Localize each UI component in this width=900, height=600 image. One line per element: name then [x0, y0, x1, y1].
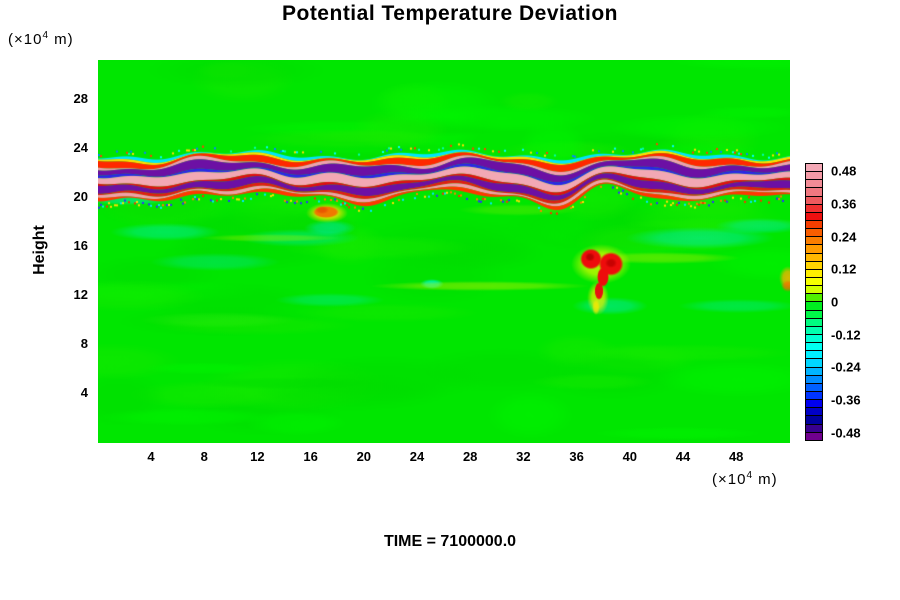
colorbar-tick-label: -0.12 [831, 327, 861, 343]
colorbar-tick-label: -0.36 [831, 392, 861, 408]
colorbar-cell [806, 301, 822, 310]
y-tick-label: 24 [73, 140, 88, 155]
colorbar-cell [806, 179, 822, 188]
x-tick-label: 36 [569, 449, 584, 464]
colorbar-cell [806, 244, 822, 253]
colorbar-cell [806, 350, 822, 359]
y-axis-unit-label: (×104 m) [8, 30, 74, 48]
colorbar-cell [806, 358, 822, 367]
y-tick-label: 12 [73, 287, 88, 302]
colorbar-cell [806, 407, 822, 416]
colorbar-tick-label: 0.24 [831, 229, 857, 245]
colorbar-cell [806, 219, 822, 229]
colorbar-cell [806, 333, 822, 343]
colorbar-tick-label: -0.24 [831, 359, 861, 375]
colorbar-cell [806, 431, 822, 440]
y-tick-label: 8 [80, 336, 88, 351]
colorbar-cell [806, 211, 822, 220]
x-tick-label: 16 [303, 449, 318, 464]
colorbar-cell [806, 366, 822, 375]
colorbar-cell [806, 276, 822, 286]
colorbar-cell [806, 252, 822, 261]
y-tick-label: 16 [73, 238, 88, 253]
x-tick-label: 40 [622, 449, 638, 464]
colorbar-cell [806, 390, 822, 400]
colorbar-cell [806, 374, 822, 383]
x-axis-unit-label: (×104 m) [712, 470, 778, 488]
x-tick-label: 32 [516, 449, 531, 464]
colorbar [805, 163, 823, 441]
colorbar-cell [806, 399, 822, 408]
colorbar-cell [806, 268, 822, 277]
colorbar-cell [806, 382, 822, 391]
heatmap-canvas [98, 60, 790, 443]
y-tick-label: 28 [73, 91, 88, 106]
y-tick-label: 20 [73, 189, 88, 204]
x-tick-label: 24 [409, 449, 425, 464]
colorbar-cell [806, 342, 822, 351]
chart-title: Potential Temperature Deviation [281, 2, 619, 25]
colorbar-cell [806, 415, 822, 424]
colorbar-tick-label: 0.48 [831, 163, 857, 179]
colorbar-cell [806, 236, 822, 245]
colorbar-cell [806, 293, 822, 302]
y-tick-label: 4 [80, 385, 88, 400]
colorbar-tick-label: -0.48 [831, 425, 861, 441]
x-tick-label: 48 [728, 449, 744, 464]
x-tick-label: 8 [200, 449, 208, 464]
colorbar-cell [806, 325, 822, 334]
colorbar-tick-label: 0 [831, 294, 839, 310]
colorbar-tick-label: 0.36 [831, 196, 857, 212]
colorbar-cell [806, 164, 822, 172]
colorbar-cell [806, 260, 822, 269]
colorbar-cell [806, 423, 822, 432]
colorbar-cell [806, 309, 822, 318]
x-tick-label: 28 [462, 449, 478, 464]
x-tick-label: 4 [147, 449, 155, 464]
time-label: TIME = 7100000.0 [383, 533, 517, 550]
colorbar-cell [806, 187, 822, 196]
colorbar-cell [806, 228, 822, 237]
colorbar-cell [806, 195, 822, 204]
colorbar-cell [806, 285, 822, 294]
x-tick-label: 20 [356, 449, 372, 464]
colorbar-tick-label: 0.12 [831, 261, 857, 277]
y-axis-title: Height [31, 225, 48, 275]
x-tick-label: 12 [250, 449, 265, 464]
colorbar-cell [806, 317, 822, 326]
x-tick-label: 44 [675, 449, 691, 464]
colorbar-cell [806, 171, 822, 180]
colorbar-cell [806, 203, 822, 212]
